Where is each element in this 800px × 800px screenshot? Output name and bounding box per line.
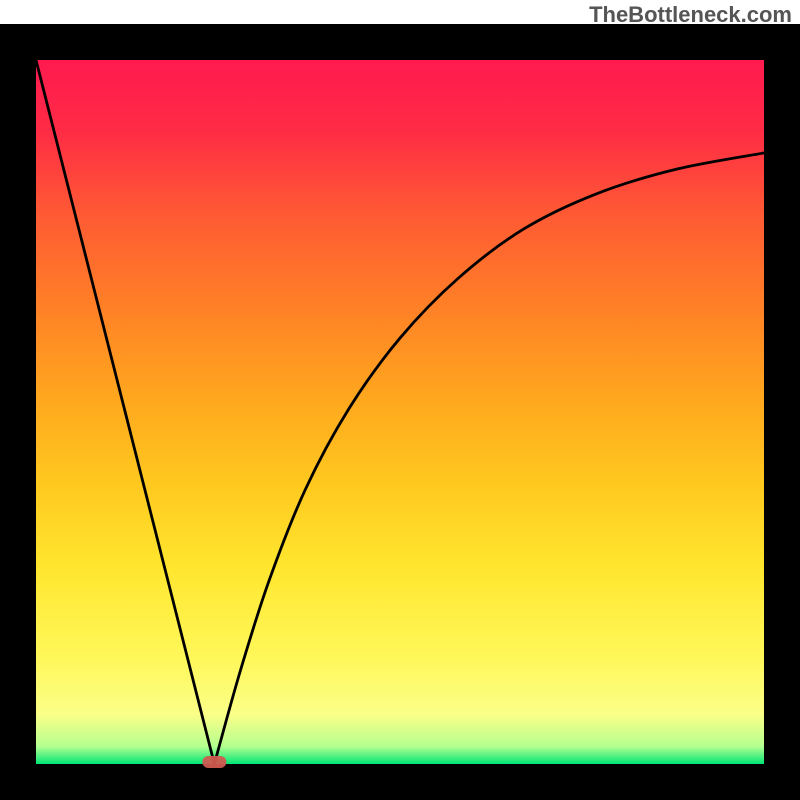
plot-background [36, 60, 764, 764]
watermark-text: TheBottleneck.com [589, 2, 792, 28]
min-marker [202, 756, 226, 768]
chart-container: TheBottleneck.com [0, 0, 800, 800]
bottleneck-chart [0, 0, 800, 800]
